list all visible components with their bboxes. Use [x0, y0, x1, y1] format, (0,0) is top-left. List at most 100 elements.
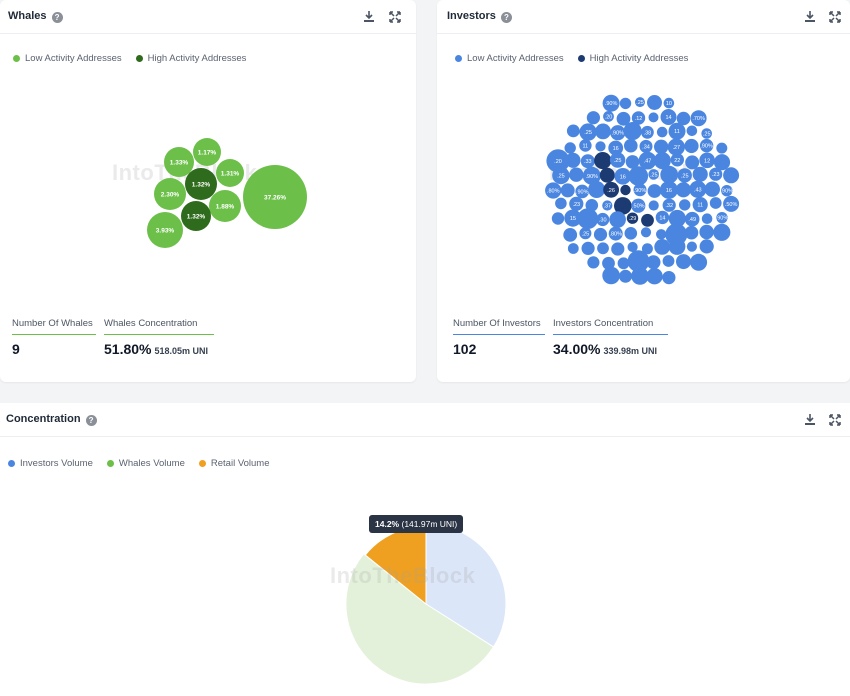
investor-bubble[interactable] — [582, 166, 601, 185]
investor-bubble[interactable] — [676, 111, 691, 126]
investor-bubble[interactable] — [579, 139, 592, 152]
investor-bubble[interactable] — [690, 110, 707, 127]
investor-bubble[interactable] — [593, 227, 608, 242]
investor-bubble[interactable] — [668, 209, 686, 228]
investor-bubble[interactable] — [603, 181, 619, 198]
investor-bubble[interactable] — [641, 243, 653, 255]
investor-bubble[interactable] — [662, 198, 676, 212]
investor-bubble[interactable] — [646, 268, 663, 285]
investor-bubble[interactable] — [699, 152, 715, 169]
investor-bubble[interactable] — [620, 184, 631, 196]
download-icon[interactable] — [803, 10, 817, 24]
investor-bubble[interactable] — [699, 239, 714, 254]
download-icon[interactable] — [803, 413, 817, 427]
whale-bubble[interactable] — [216, 159, 244, 187]
investor-bubble[interactable] — [602, 266, 620, 285]
investor-bubble[interactable] — [659, 180, 678, 199]
investor-bubble[interactable] — [692, 166, 708, 182]
investor-bubble[interactable] — [551, 212, 565, 225]
investor-bubble[interactable] — [581, 241, 595, 255]
investor-bubble[interactable] — [599, 167, 615, 183]
help-icon[interactable]: ? — [500, 12, 512, 23]
investor-bubble[interactable] — [676, 254, 691, 270]
investor-bubble[interactable] — [689, 180, 707, 198]
investor-bubble[interactable] — [685, 155, 700, 170]
investor-bubble[interactable] — [552, 166, 570, 185]
investor-bubble[interactable] — [647, 184, 662, 198]
investor-bubble[interactable] — [656, 126, 668, 138]
pie-slice-whales-volume[interactable] — [345, 553, 495, 685]
investor-bubble[interactable] — [655, 210, 670, 225]
investor-bubble[interactable] — [624, 138, 638, 153]
investor-bubble[interactable] — [668, 238, 686, 255]
investor-bubble[interactable] — [631, 198, 646, 213]
investor-bubble[interactable] — [617, 257, 630, 270]
investor-bubble[interactable] — [677, 168, 692, 183]
investor-bubble[interactable] — [602, 256, 615, 270]
investor-bubble[interactable] — [713, 223, 731, 241]
investor-bubble[interactable] — [635, 97, 645, 108]
investor-bubble[interactable] — [701, 213, 713, 224]
legend-item-whales[interactable]: Whales Volume — [106, 458, 185, 469]
investor-bubble[interactable] — [602, 94, 620, 112]
investor-bubble[interactable] — [603, 111, 614, 122]
investor-bubble[interactable] — [546, 149, 570, 173]
investor-bubble[interactable] — [611, 242, 625, 256]
investor-bubble[interactable] — [723, 195, 740, 212]
investor-bubble[interactable] — [690, 253, 708, 271]
legend-item-high[interactable]: High Activity Addresses — [135, 53, 246, 64]
whale-bubble[interactable] — [193, 138, 221, 166]
expand-icon[interactable] — [828, 10, 842, 24]
investor-bubble[interactable] — [721, 185, 733, 197]
investor-bubble[interactable] — [614, 197, 632, 215]
expand-icon[interactable] — [388, 10, 402, 24]
investor-bubble[interactable] — [563, 228, 578, 242]
investor-bubble[interactable] — [579, 227, 592, 240]
investor-bubble[interactable] — [587, 256, 600, 269]
whale-bubble[interactable] — [181, 201, 211, 231]
download-icon[interactable] — [362, 10, 376, 24]
investor-bubble[interactable] — [641, 213, 654, 227]
investor-bubble[interactable] — [619, 97, 632, 110]
investor-bubble[interactable] — [660, 165, 679, 184]
investor-bubble[interactable] — [704, 181, 720, 197]
investor-bubble[interactable] — [555, 197, 567, 210]
investor-bubble[interactable] — [577, 208, 599, 229]
legend-item-low[interactable]: Low Activity Addresses — [13, 53, 122, 64]
investor-bubble[interactable] — [560, 183, 575, 198]
investor-bubble[interactable] — [684, 211, 700, 227]
legend-item-low[interactable]: Low Activity Addresses — [455, 53, 564, 64]
investor-bubble[interactable] — [641, 125, 654, 139]
investor-bubble[interactable] — [640, 227, 652, 238]
help-icon[interactable]: ? — [51, 12, 63, 23]
investor-bubble[interactable] — [545, 182, 562, 199]
investor-bubble[interactable] — [631, 111, 646, 125]
investor-bubble[interactable] — [723, 167, 740, 184]
investor-bubble[interactable] — [709, 197, 722, 209]
investor-bubble[interactable] — [686, 241, 697, 252]
investor-bubble[interactable] — [716, 212, 728, 224]
investor-bubble[interactable] — [566, 124, 580, 138]
investor-bubble[interactable] — [565, 152, 581, 168]
investor-bubble[interactable] — [675, 182, 691, 198]
investor-bubble[interactable] — [653, 152, 671, 170]
investor-bubble[interactable] — [662, 255, 675, 267]
investor-bubble[interactable] — [624, 227, 638, 240]
investor-bubble[interactable] — [686, 125, 698, 137]
expand-icon[interactable] — [828, 413, 842, 427]
investor-bubble[interactable] — [647, 95, 662, 110]
investor-bubble[interactable] — [631, 267, 649, 285]
investor-bubble[interactable] — [623, 122, 642, 141]
investor-bubble[interactable] — [608, 140, 624, 156]
investor-bubble[interactable] — [594, 152, 612, 170]
investor-bubble[interactable] — [713, 154, 731, 171]
investor-bubble[interactable] — [567, 243, 579, 254]
help-icon[interactable]: ? — [85, 415, 97, 426]
investor-bubble[interactable] — [569, 167, 584, 182]
investor-bubble[interactable] — [667, 138, 685, 156]
investor-bubble[interactable] — [654, 139, 669, 154]
investor-bubble[interactable] — [699, 224, 714, 240]
investor-bubble[interactable] — [648, 169, 659, 180]
investor-bubble[interactable] — [701, 128, 712, 139]
investor-bubble[interactable] — [648, 112, 659, 123]
